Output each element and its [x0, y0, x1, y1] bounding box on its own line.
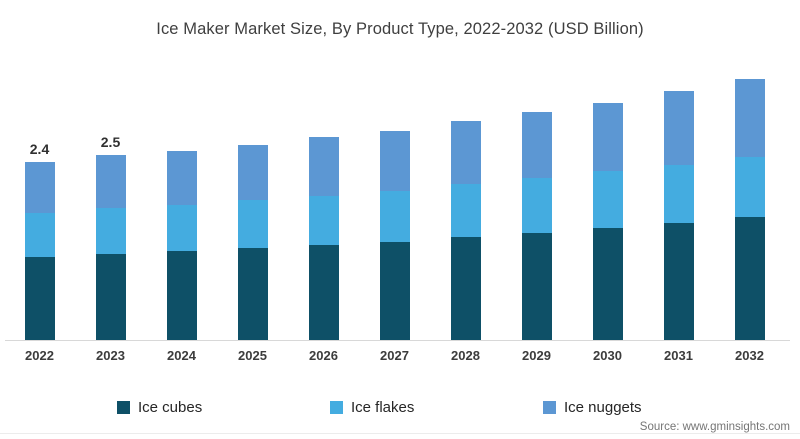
legend-item-ice-flakes: Ice flakes [330, 399, 414, 416]
bar-2030-segment-ice-flakes [592, 171, 623, 229]
x-axis-label-2030: 2030 [593, 348, 622, 363]
bar-2024-segment-ice-flakes [166, 204, 197, 252]
bar-2031-segment-ice-nuggets [663, 90, 694, 165]
bar-2022-segment-ice-cubes [24, 257, 55, 340]
bar-2026-segment-ice-cubes [308, 245, 339, 340]
bar-2025-segment-ice-cubes [237, 248, 268, 340]
bar-2025 [237, 144, 268, 340]
legend-label-ice-nuggets: Ice nuggets [564, 399, 642, 416]
x-axis-label-2029: 2029 [522, 348, 551, 363]
chart-title: Ice Maker Market Size, By Product Type, … [156, 20, 644, 38]
bar-2031-segment-ice-cubes [663, 223, 694, 340]
bar-2023-segment-ice-nuggets [95, 155, 126, 209]
bar-2031-segment-ice-flakes [663, 164, 694, 224]
bar-2027-segment-ice-flakes [379, 190, 410, 242]
bar-2022-segment-ice-flakes [24, 212, 55, 258]
bar-2029-segment-ice-cubes [521, 232, 552, 340]
bar-2029-segment-ice-nuggets [521, 112, 552, 178]
bar-2023-segment-ice-cubes [95, 254, 126, 340]
source-credit: Source: www.gminsights.com [639, 421, 790, 433]
bar-2032 [734, 78, 765, 340]
x-axis-label-2022: 2022 [25, 348, 54, 363]
bar-2030-segment-ice-nuggets [592, 102, 623, 172]
bar-2024 [166, 151, 197, 340]
x-axis-label-2024: 2024 [167, 348, 196, 363]
ice-cubes-swatch-icon [117, 401, 130, 414]
x-axis-label-2028: 2028 [451, 348, 480, 363]
bar-2030 [592, 102, 623, 341]
bar-value-label-2022: 2.4 [29, 141, 50, 158]
bar-2025-segment-ice-nuggets [237, 144, 268, 201]
bar-2023 [95, 155, 126, 340]
bar-2032-segment-ice-cubes [734, 217, 765, 340]
bar-value-label-2023: 2.5 [100, 134, 121, 150]
bar-2026 [308, 137, 339, 340]
bar-2026-segment-ice-nuggets [308, 137, 339, 196]
legend-label-ice-cubes: Ice cubes [138, 399, 203, 416]
ice-flakes-swatch-icon [330, 401, 343, 414]
plot-area: 2.4 2.5 [24, 78, 765, 341]
x-axis-label-2025: 2025 [238, 348, 267, 363]
legend-item-ice-nuggets: Ice nuggets [543, 399, 642, 416]
bar-2025-segment-ice-flakes [237, 200, 268, 249]
bar-2027-segment-ice-cubes [379, 241, 410, 340]
bar-2029-segment-ice-flakes [521, 177, 552, 233]
bar-2031 [663, 90, 694, 340]
x-axis-label-2027: 2027 [380, 348, 409, 363]
x-axis-label-2031: 2031 [664, 348, 693, 363]
bar-2032-segment-ice-nuggets [734, 78, 765, 157]
bar-2022-segment-ice-nuggets [24, 162, 55, 213]
x-axis-line [5, 340, 790, 341]
bar-2028-segment-ice-nuggets [450, 121, 481, 184]
ice-nuggets-swatch-icon [543, 401, 556, 414]
bar-2028 [450, 121, 481, 341]
bottom-divider [0, 433, 800, 434]
legend-label-ice-flakes: Ice flakes [351, 399, 415, 416]
bar-2024-segment-ice-cubes [166, 251, 197, 340]
bar-2023-segment-ice-flakes [95, 208, 126, 255]
x-axis-label-2023: 2023 [96, 348, 125, 363]
bar-2027 [379, 130, 410, 340]
bar-2030-segment-ice-cubes [592, 228, 623, 340]
bar-2029 [521, 112, 552, 340]
bar-2026-segment-ice-flakes [308, 195, 339, 246]
bar-2032-segment-ice-flakes [734, 156, 765, 218]
bar-2024-segment-ice-nuggets [166, 151, 197, 205]
x-axis-label-2026: 2026 [309, 348, 338, 363]
x-axis-label-2032: 2032 [735, 348, 764, 363]
bar-2028-segment-ice-cubes [450, 237, 481, 341]
legend-item-ice-cubes: Ice cubes [117, 399, 202, 416]
bar-2028-segment-ice-flakes [450, 183, 481, 238]
bar-2022 [24, 162, 55, 340]
bar-2027-segment-ice-nuggets [379, 130, 410, 191]
